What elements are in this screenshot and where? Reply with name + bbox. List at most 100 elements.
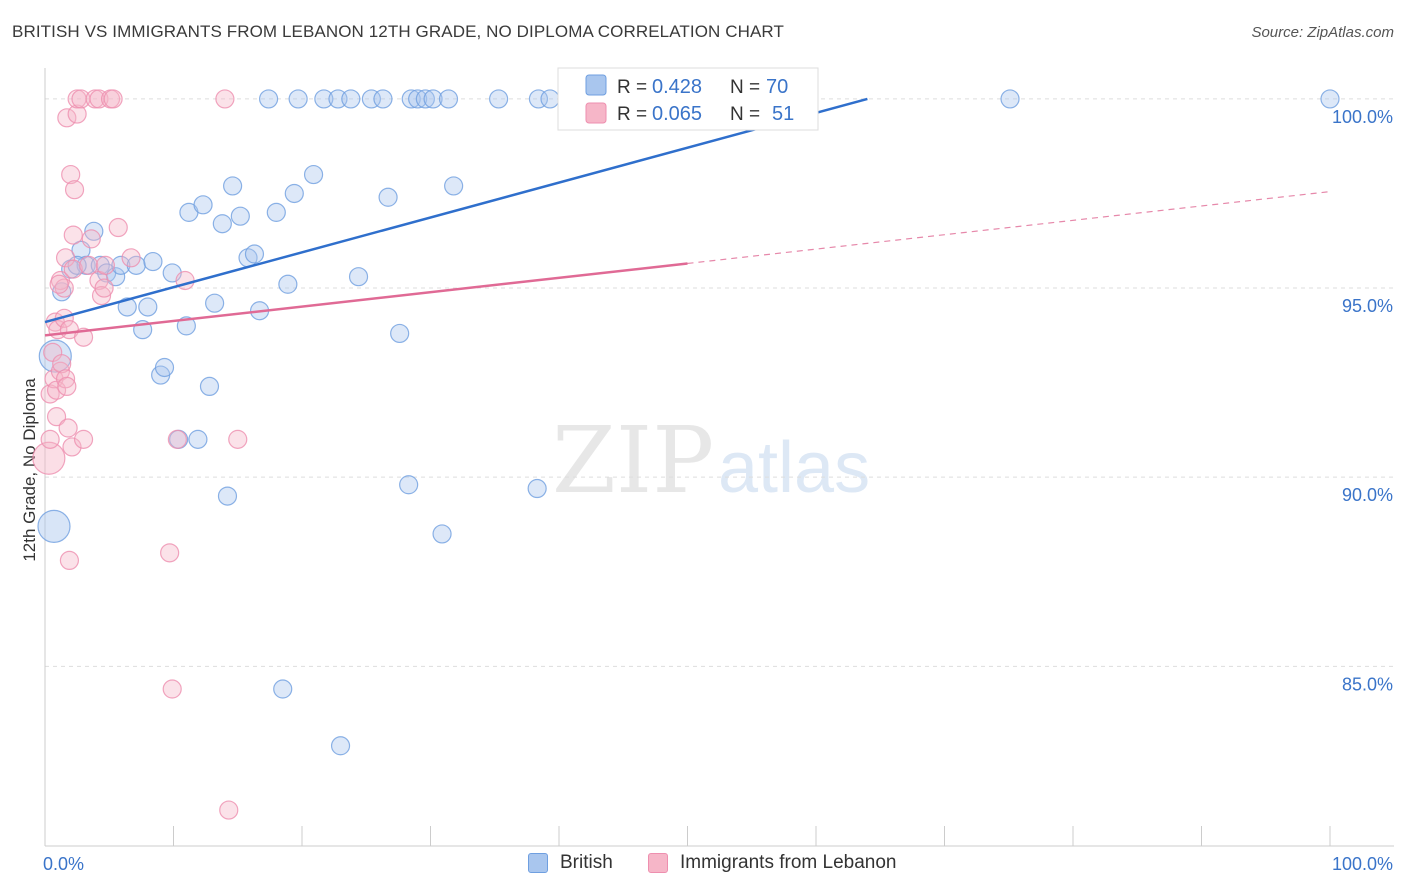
british-point xyxy=(284,183,304,204)
lebanon-point xyxy=(54,278,74,298)
british-point xyxy=(399,475,419,495)
legend-label-lebanon: Immigrants from Lebanon xyxy=(680,852,897,873)
british-point xyxy=(348,267,369,287)
stats-r-value-lebanon: 0.065 xyxy=(652,103,702,125)
trend-line-lebanon xyxy=(44,262,688,337)
stats-r-label-british: R = xyxy=(617,77,647,98)
british-point xyxy=(38,339,72,373)
british-point xyxy=(223,176,243,196)
lebanon-point xyxy=(121,248,141,268)
axes xyxy=(44,68,1394,847)
british-point xyxy=(401,89,421,109)
stats-r-value-british: 0.428 xyxy=(652,76,702,98)
british-point xyxy=(540,89,560,109)
series-lebanon xyxy=(32,89,248,820)
british-point xyxy=(230,206,250,226)
lebanon-point xyxy=(55,248,76,268)
stats-swatch-lebanon xyxy=(585,102,607,124)
trend-line-british xyxy=(44,97,868,324)
stats-n-label-british: N = xyxy=(730,77,760,98)
lebanon-point xyxy=(46,407,67,427)
legend-swatch-british xyxy=(528,853,548,873)
lebanon-point xyxy=(103,89,123,109)
y-tick-label: 90.0% xyxy=(1342,485,1393,505)
british-point xyxy=(528,89,549,109)
british-point xyxy=(84,221,104,241)
stats-n-label-lebanon: N = xyxy=(730,104,760,125)
lebanon-point xyxy=(79,255,99,275)
lebanon-point xyxy=(160,543,180,563)
lebanon-point xyxy=(94,278,114,298)
grid-lines xyxy=(45,98,1394,667)
british-point xyxy=(373,89,393,109)
british-point xyxy=(314,89,334,109)
lebanon-point xyxy=(40,429,60,449)
lebanon-point xyxy=(62,437,82,457)
british-point xyxy=(90,255,110,275)
british-point xyxy=(432,524,452,544)
british-point xyxy=(278,274,298,294)
watermark-atlas: atlas xyxy=(718,428,870,508)
y-tick-label: 100.0% xyxy=(1332,107,1393,127)
lebanon-point xyxy=(73,429,94,449)
lebanon-point xyxy=(91,286,112,306)
lebanon-point xyxy=(59,550,80,571)
watermark-zip: ZIP xyxy=(552,407,714,514)
british-point xyxy=(199,376,220,396)
british-point xyxy=(1320,89,1340,109)
trend-lines xyxy=(44,97,1331,337)
british-point xyxy=(438,89,459,109)
legend-label-british: British xyxy=(560,852,613,873)
british-point xyxy=(1000,89,1020,109)
lebanon-point xyxy=(162,679,182,699)
british-point xyxy=(390,323,410,344)
british-point xyxy=(266,202,286,222)
lebanon-point xyxy=(219,800,239,820)
lebanon-point xyxy=(52,354,72,374)
british-point xyxy=(288,89,308,109)
lebanon-point xyxy=(67,104,87,124)
trend-line-lebanon-extension xyxy=(687,190,1331,265)
stats-r-label-lebanon: R = xyxy=(617,104,647,125)
lebanon-point xyxy=(63,225,83,245)
british-point xyxy=(117,297,137,317)
british-point xyxy=(378,187,398,207)
lebanon-point xyxy=(61,164,81,185)
lebanon-point xyxy=(108,217,128,238)
source-credit: Source: ZipAtlas.com xyxy=(1251,24,1394,41)
lebanon-point xyxy=(63,259,83,279)
x-tick-labels: 0.0% 100.0% xyxy=(43,854,1393,874)
british-point xyxy=(408,89,428,109)
stats-n-value-lebanon: 51 xyxy=(772,103,794,125)
british-point xyxy=(341,89,361,109)
y-tick-label: 85.0% xyxy=(1342,674,1393,694)
british-point xyxy=(415,89,435,109)
lebanon-point xyxy=(55,369,76,389)
lebanon-point xyxy=(167,429,187,449)
british-point xyxy=(176,316,196,336)
y-tick-label: 95.0% xyxy=(1342,296,1393,316)
x-tick-label-max: 100.0% xyxy=(1332,854,1393,874)
british-point xyxy=(444,176,464,196)
lebanon-point xyxy=(32,441,66,475)
chart-title: BRITISH VS IMMIGRANTS FROM LEBANON 12TH … xyxy=(12,22,784,41)
lebanon-point xyxy=(57,376,77,396)
british-point xyxy=(205,293,225,313)
stats-box: R = 0.428 N = 70 R = 0.065 N = 51 xyxy=(557,67,819,131)
lebanon-point xyxy=(49,274,69,294)
x-tick-label-min: 0.0% xyxy=(43,854,84,874)
british-point xyxy=(361,89,381,109)
british-point xyxy=(303,164,324,185)
british-point xyxy=(212,214,232,234)
lebanon-point xyxy=(228,429,248,449)
british-point xyxy=(138,297,158,317)
british-point xyxy=(193,195,213,215)
lebanon-point xyxy=(81,229,101,249)
legend-item-british: British xyxy=(528,852,613,874)
lebanon-point xyxy=(64,180,85,200)
british-point xyxy=(423,89,443,109)
british-point xyxy=(67,255,87,275)
legend-item-lebanon: Immigrants from Lebanon xyxy=(648,852,897,874)
stats-n-value-british: 70 xyxy=(766,76,788,98)
watermark: ZIP atlas xyxy=(552,407,870,514)
